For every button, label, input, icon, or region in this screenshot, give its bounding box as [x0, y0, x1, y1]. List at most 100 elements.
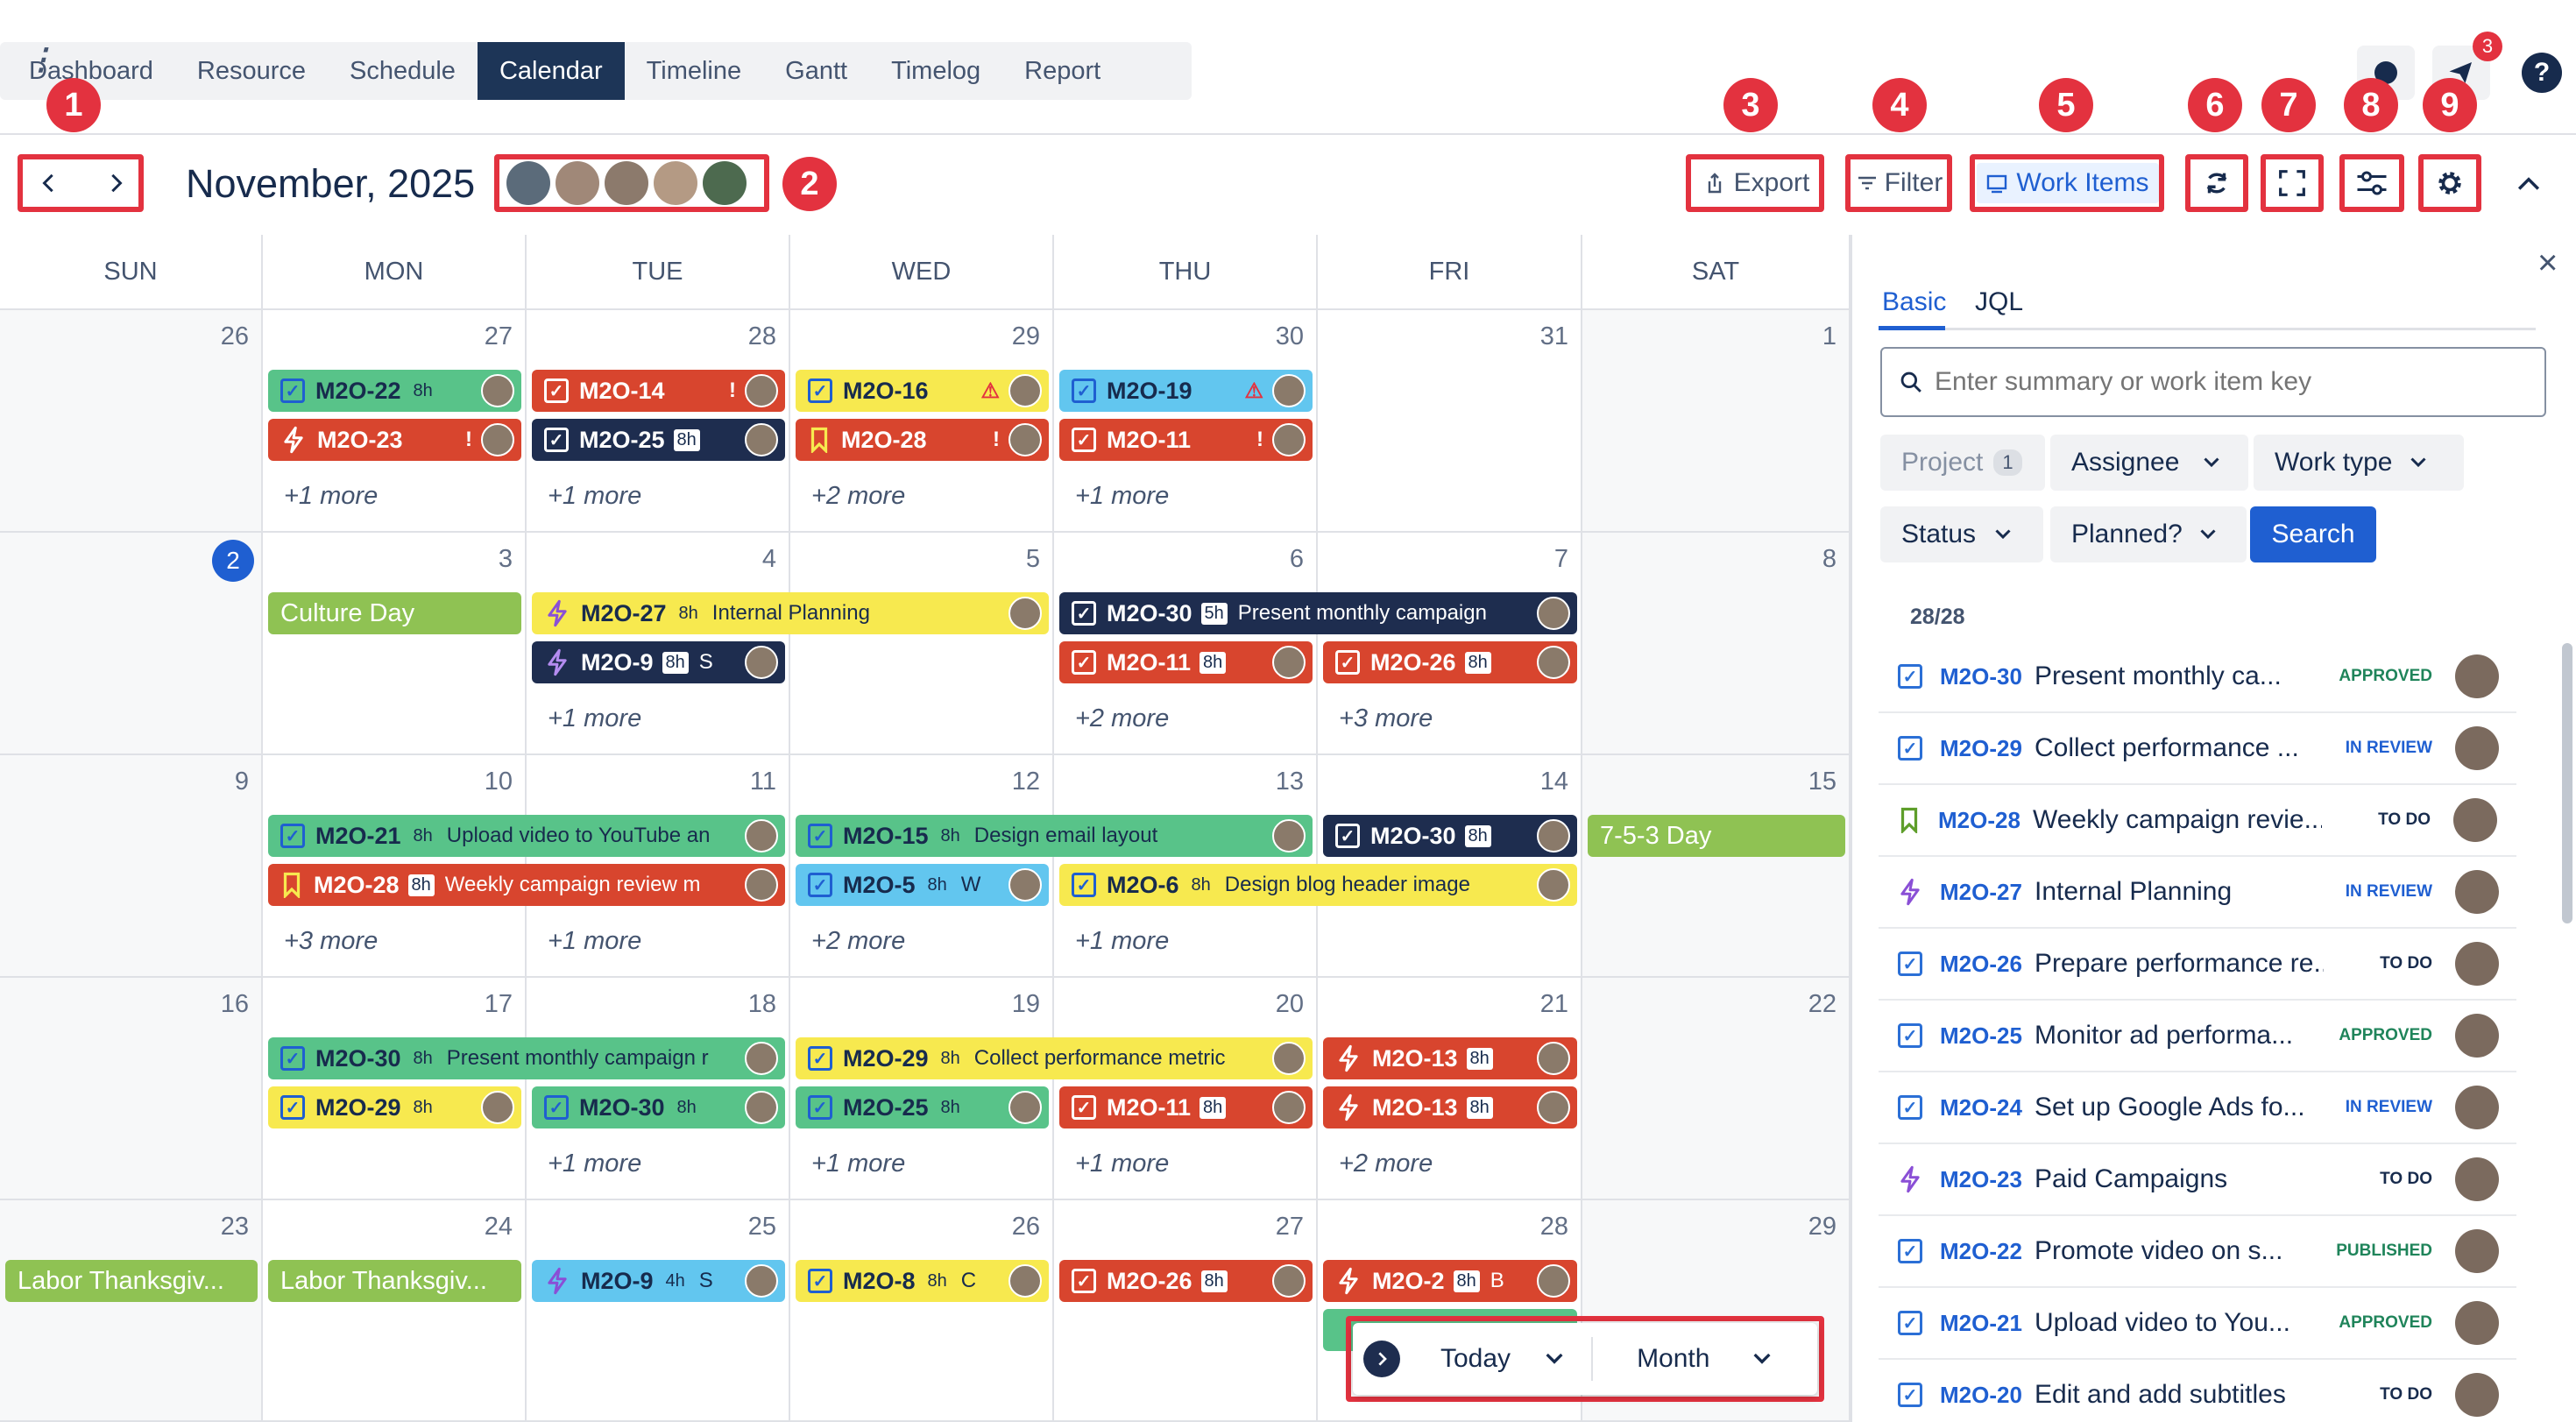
- day-cell[interactable]: 24: [263, 1200, 527, 1422]
- day-cell[interactable]: 26: [0, 310, 263, 533]
- day-cell[interactable]: 14: [1318, 755, 1582, 978]
- search-field[interactable]: [1880, 347, 2546, 417]
- day-cell[interactable]: 28: [527, 310, 790, 533]
- list-item[interactable]: ✓ M2O-24 Set up Google Ads fo... IN REVIEW: [1879, 1072, 2516, 1144]
- day-cell[interactable]: 15: [1582, 755, 1851, 978]
- more-events-link[interactable]: +2 more: [811, 482, 906, 510]
- more-events-link[interactable]: +1 more: [548, 704, 642, 732]
- list-item[interactable]: M2O-28 Weekly campaign revie... TO DO: [1879, 785, 2516, 857]
- more-events-link[interactable]: +1 more: [811, 1150, 906, 1178]
- item-key[interactable]: M2O-26: [1940, 950, 2022, 977]
- calendar-event[interactable]: ✓ M2O-14!: [532, 370, 785, 412]
- day-cell[interactable]: 25: [527, 1200, 790, 1422]
- today-dropdown[interactable]: Today: [1440, 1344, 1563, 1374]
- item-key[interactable]: M2O-28: [1938, 806, 2020, 833]
- item-key[interactable]: M2O-21: [1940, 1309, 2022, 1336]
- calendar-event[interactable]: ✓ M2O-8 8h C: [796, 1260, 1049, 1302]
- search-button[interactable]: Search: [2250, 506, 2376, 562]
- item-key[interactable]: M2O-30: [1940, 662, 2022, 690]
- item-key[interactable]: M2O-20: [1940, 1381, 2022, 1408]
- more-events-link[interactable]: +3 more: [284, 927, 379, 955]
- calendar-event[interactable]: ✓ M2O-22 8h: [268, 370, 521, 412]
- list-item[interactable]: ✓ M2O-29 Collect performance ... IN REVIEW: [1879, 713, 2516, 785]
- tab-timelog[interactable]: Timelog: [891, 56, 981, 85]
- calendar-event[interactable]: M2O-27 8h Internal Planning: [532, 592, 1049, 634]
- close-panel-button[interactable]: ×: [2537, 244, 2558, 282]
- tab-jql[interactable]: JQL: [1975, 287, 2024, 316]
- assignee-avatar-group[interactable]: [506, 161, 747, 205]
- day-cell[interactable]: 18: [527, 978, 790, 1200]
- avatar[interactable]: [556, 161, 599, 205]
- tab-gantt[interactable]: Gantt: [785, 56, 848, 85]
- calendar-event[interactable]: M2O-2 8h B: [1323, 1260, 1577, 1302]
- day-cell[interactable]: 8: [1582, 533, 1851, 755]
- calendar-event[interactable]: ✓ M2O-19 ⚠: [1059, 370, 1313, 412]
- help-icon[interactable]: ?: [2522, 53, 2562, 93]
- more-views-button[interactable]: ⋮: [26, 43, 56, 76]
- more-events-link[interactable]: +1 more: [548, 1150, 642, 1178]
- list-item[interactable]: ✓ M2O-20 Edit and add subtitles TO DO: [1879, 1360, 2516, 1422]
- fullscreen-button[interactable]: [2269, 163, 2315, 203]
- holiday-event[interactable]: Culture Day: [268, 592, 521, 634]
- calendar-event[interactable]: ✓ M2O-16 ⚠: [796, 370, 1049, 412]
- more-events-link[interactable]: +1 more: [1075, 927, 1170, 955]
- work-items-button[interactable]: Work Items: [1977, 163, 2159, 203]
- item-key[interactable]: M2O-23: [1940, 1165, 2022, 1192]
- avatar[interactable]: [506, 161, 550, 205]
- more-events-link[interactable]: +2 more: [1339, 1150, 1433, 1178]
- calendar-event[interactable]: ✓ M2O-30 5h Present monthly campaign: [1059, 592, 1577, 634]
- calendar-event[interactable]: M2O-13 8h: [1323, 1086, 1577, 1128]
- day-cell[interactable]: 9: [0, 755, 263, 978]
- calendar-event[interactable]: M2O-13 8h: [1323, 1037, 1577, 1079]
- calendar-event[interactable]: ✓ M2O-6 8h Design blog header image: [1059, 864, 1577, 906]
- tab-basic[interactable]: Basic: [1882, 287, 1947, 316]
- day-cell[interactable]: 26: [790, 1200, 1054, 1422]
- calendar-event[interactable]: ✓ M2O-25 8h: [532, 419, 785, 461]
- next-month-button[interactable]: [96, 163, 135, 203]
- previous-month-button[interactable]: [30, 163, 68, 203]
- planned-filter[interactable]: Planned?: [2050, 506, 2247, 562]
- day-cell[interactable]: 5: [790, 533, 1054, 755]
- assignee-filter[interactable]: Assignee: [2050, 435, 2248, 491]
- holiday-event[interactable]: Labor Thanksgiv...: [5, 1260, 258, 1302]
- day-cell[interactable]: 11: [527, 755, 790, 978]
- day-cell[interactable]: 4: [527, 533, 790, 755]
- item-key[interactable]: M2O-27: [1940, 878, 2022, 905]
- calendar-event[interactable]: ✓ M2O-29 8h Collect performance metric: [796, 1037, 1313, 1079]
- more-events-link[interactable]: +1 more: [548, 927, 642, 955]
- status-filter[interactable]: Status: [1880, 506, 2043, 562]
- more-events-link[interactable]: +2 more: [1075, 704, 1170, 732]
- collapse-toolbar-button[interactable]: [2509, 163, 2548, 203]
- scrollbar[interactable]: [2562, 643, 2572, 923]
- filter-button[interactable]: Filter: [1852, 163, 1947, 203]
- project-filter[interactable]: Project 1: [1880, 435, 2045, 491]
- calendar-event[interactable]: M2O-28 8h Weekly campaign review m: [268, 864, 785, 906]
- collapse-controls-button[interactable]: [1363, 1341, 1400, 1377]
- more-events-link[interactable]: +1 more: [284, 482, 379, 510]
- list-item[interactable]: ✓ M2O-25 Monitor ad performa... APPROVED: [1879, 1001, 2516, 1072]
- view-settings-button[interactable]: [2348, 163, 2396, 203]
- day-cell[interactable]: 21: [1318, 978, 1582, 1200]
- list-item[interactable]: M2O-27 Internal Planning IN REVIEW: [1879, 857, 2516, 929]
- calendar-event[interactable]: M2O-23!: [268, 419, 521, 461]
- tab-resource[interactable]: Resource: [196, 56, 306, 85]
- list-item[interactable]: M2O-23 Paid Campaigns TO DO: [1879, 1144, 2516, 1216]
- more-events-link[interactable]: +1 more: [1075, 1150, 1170, 1178]
- day-cell[interactable]: 20: [1054, 978, 1318, 1200]
- day-cell[interactable]: 27: [263, 310, 527, 533]
- calendar-event[interactable]: ✓ M2O-29 8h: [268, 1086, 521, 1128]
- avatar[interactable]: [654, 161, 697, 205]
- calendar-event[interactable]: M2O-28!: [796, 419, 1049, 461]
- holiday-event[interactable]: 7-5-3 Day: [1588, 815, 1845, 857]
- day-cell[interactable]: 29: [790, 310, 1054, 533]
- tab-schedule[interactable]: Schedule: [350, 56, 456, 85]
- calendar-event[interactable]: ✓ M2O-15 8h Design email layout: [796, 815, 1313, 857]
- day-cell[interactable]: 28: [1318, 1200, 1582, 1422]
- avatar[interactable]: [703, 161, 747, 205]
- day-cell[interactable]: 2: [0, 533, 263, 755]
- tab-calendar[interactable]: Calendar: [477, 42, 625, 100]
- calendar-event[interactable]: ✓ M2O-30 8h: [532, 1086, 785, 1128]
- day-cell[interactable]: 17: [263, 978, 527, 1200]
- calendar-event[interactable]: ✓ M2O-11 8h: [1059, 641, 1313, 683]
- day-cell[interactable]: 16: [0, 978, 263, 1200]
